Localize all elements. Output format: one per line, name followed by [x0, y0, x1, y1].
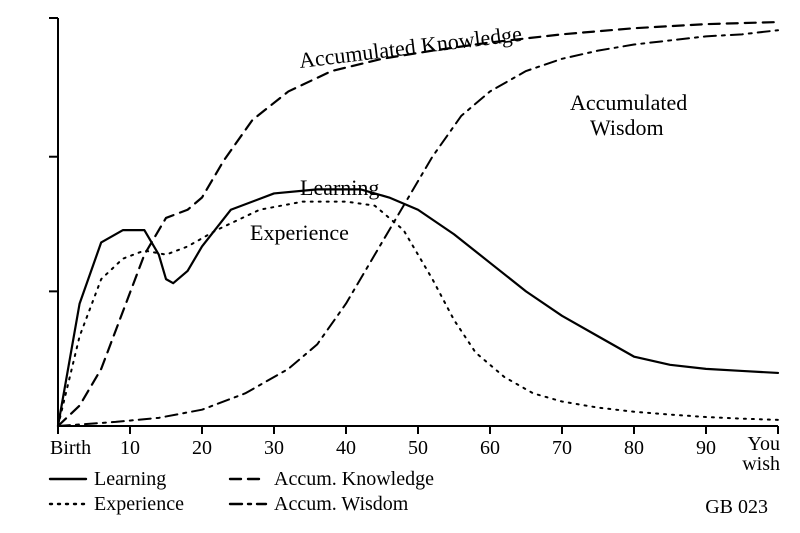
legend-label-knowledge: Accum. Knowledge [274, 468, 434, 490]
x-label-end: You [748, 433, 780, 455]
x-tick-label: 40 [336, 437, 356, 459]
legend-label-wisdom: Accum. Wisdom [274, 493, 409, 515]
figure-id: GB 023 [705, 496, 768, 518]
annotation-learning: Learning [300, 175, 379, 200]
x-tick-label: 30 [264, 437, 284, 459]
x-label-birth: Birth [50, 437, 91, 459]
annotation-wisdom: Wisdom [590, 115, 664, 140]
x-label-end: wish [742, 453, 780, 475]
series-learning [58, 189, 778, 426]
annotation-experience: Experience [250, 220, 349, 245]
series-experience [58, 202, 778, 426]
x-tick-label: 20 [192, 437, 212, 459]
annotation-wisdom: Accumulated [570, 90, 687, 115]
x-tick-label: 80 [624, 437, 644, 459]
x-tick-label: 70 [552, 437, 572, 459]
chart-svg: 10 20 30 40 50 60 70 80 90 Birth Youwish Accumulate… [0, 0, 800, 533]
legend-label-learning: Learning [94, 468, 166, 490]
x-tick-label: 90 [696, 437, 716, 459]
annotation-knowledge: Accumulated Knowledge [298, 21, 524, 73]
x-tick-label: 50 [408, 437, 428, 459]
x-tick-label: 10 [120, 437, 140, 459]
x-tick-label: 60 [480, 437, 500, 459]
legend-label-experience: Experience [94, 493, 184, 515]
